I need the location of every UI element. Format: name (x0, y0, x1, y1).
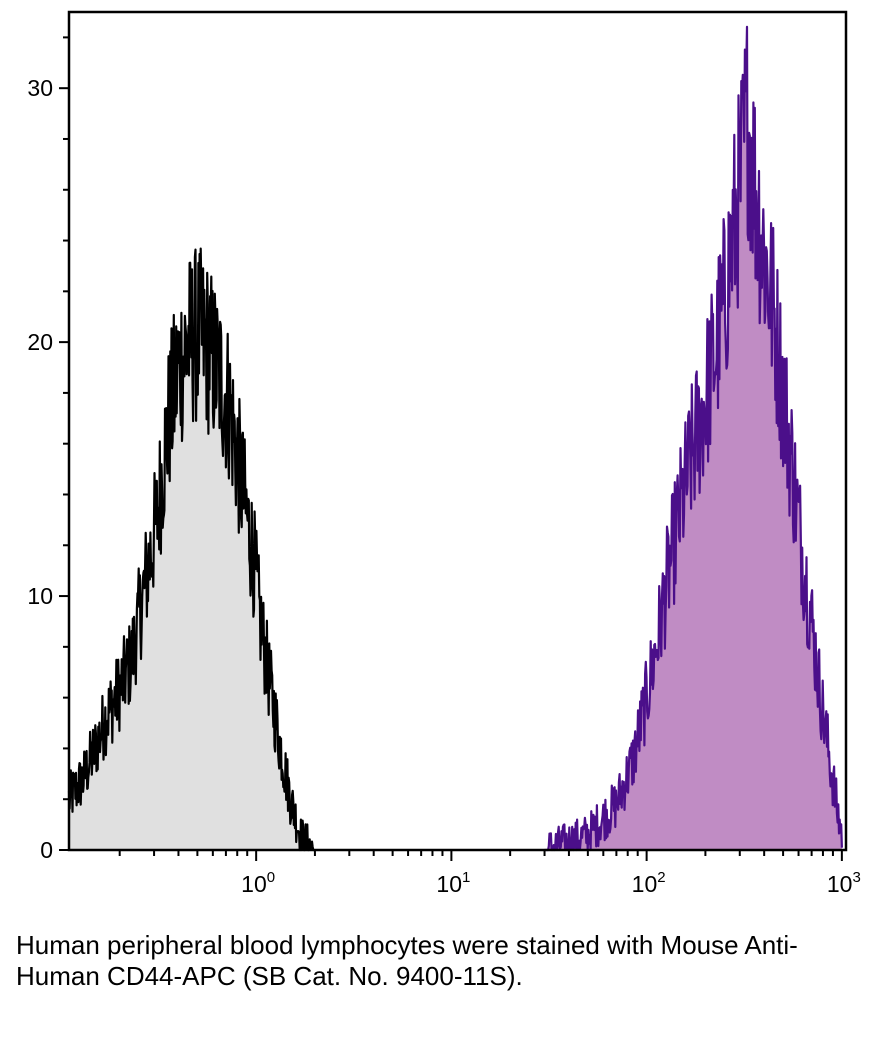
x-tick-label: 100 (241, 869, 275, 897)
plot-frame (67, 10, 848, 852)
x-tick-label: 103 (827, 869, 861, 897)
y-axis: 0 10 20 30 (27, 36, 69, 863)
x-tick-label: 102 (632, 869, 666, 897)
y-tick-label: 20 (27, 329, 53, 355)
x-tick-label: 101 (436, 869, 470, 897)
figure-caption: Human peripheral blood lymphocytes were … (16, 930, 798, 991)
histogram-chart: 0 10 20 30 100 101 102 103 (27, 10, 861, 897)
y-tick-label: 10 (27, 583, 53, 609)
x-axis: 100 101 102 103 (118, 850, 861, 897)
series-1-outline (67, 247, 316, 852)
series-2-outline (544, 25, 843, 852)
series-layer (67, 25, 843, 852)
y-tick-label: 0 (40, 837, 53, 863)
series-2-fill (544, 26, 842, 850)
y-tick-label: 30 (27, 75, 53, 101)
